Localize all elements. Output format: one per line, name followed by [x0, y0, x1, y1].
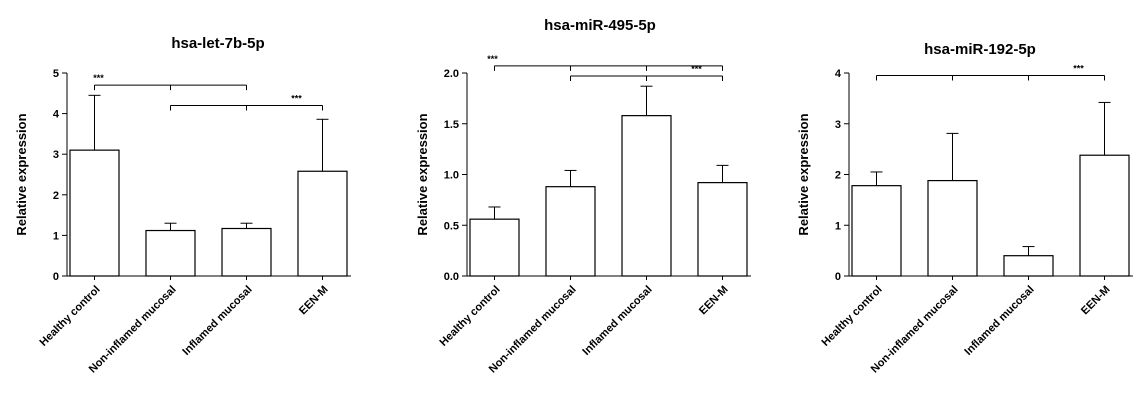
- y-tick-label: 0: [53, 271, 59, 283]
- bar: [851, 185, 902, 277]
- bar: [469, 218, 520, 277]
- bar: [1003, 255, 1054, 277]
- panel-2: hsa-miR-495-5p Relative expression 0.0 0.5 1…: [415, 17, 751, 376]
- y-tick-label: 3: [835, 119, 841, 131]
- significance-label: ***: [291, 93, 302, 103]
- x-tick-label: Non-inflamed mucosal: [87, 284, 179, 376]
- x-tick-label: Inflamed mucosal: [580, 284, 654, 358]
- bar: [145, 229, 196, 277]
- y-tick-label: 4: [53, 109, 60, 121]
- y-tick-label: 5: [53, 68, 59, 80]
- y-tick-label: 0.0: [444, 271, 459, 283]
- panel-3: hsa-miR-192-5p Relative expression 0 1 2 3 4 He…: [796, 41, 1133, 376]
- y-tick-label: 2: [53, 190, 59, 202]
- bar: [927, 179, 978, 277]
- x-tick-label: EEN-M: [697, 284, 731, 318]
- y-tick-label: 0.5: [444, 220, 459, 232]
- bar: [621, 115, 672, 277]
- x-tick-label: Healthy control: [38, 284, 103, 349]
- y-tick-label: 3: [53, 149, 59, 161]
- significance-label: ***: [487, 54, 498, 64]
- y-tick-label: 1.0: [444, 170, 459, 182]
- y-tick-label: 0: [835, 271, 841, 283]
- x-tick-label: EEN-M: [297, 284, 331, 318]
- x-tick-label: EEN-M: [1079, 284, 1113, 318]
- y-axis-label: Relative expression: [14, 113, 29, 235]
- panel-1: hsa-let-7b-5p Relative expression 0 1 2 3 4 5 He…: [14, 35, 351, 376]
- y-tick-label: 1: [53, 230, 59, 242]
- significance-label: ***: [93, 73, 104, 83]
- x-tick-label: Inflamed mucosal: [180, 284, 254, 358]
- y-tick-label: 2: [835, 170, 841, 182]
- x-tick-label: Healthy control: [438, 284, 503, 349]
- y-axis-label: Relative expression: [796, 113, 811, 235]
- bar: [221, 227, 272, 277]
- y-tick-label: 2.0: [444, 68, 459, 80]
- bar: [697, 182, 748, 277]
- y-tick-label: 1.5: [444, 119, 459, 131]
- x-tick-label: Healthy control: [820, 284, 885, 349]
- y-tick-label: 1: [835, 220, 841, 232]
- bar: [1079, 154, 1130, 277]
- x-tick-label: Non-inflamed mucosal: [869, 284, 961, 376]
- bar: [545, 186, 596, 277]
- significance-label: ***: [1073, 64, 1084, 74]
- y-tick-label: 4: [835, 68, 842, 80]
- x-tick-label: Inflamed mucosal: [962, 284, 1036, 358]
- chart-title: hsa-let-7b-5p: [171, 35, 264, 52]
- significance-label: ***: [691, 64, 702, 74]
- chart-title: hsa-miR-495-5p: [544, 17, 656, 34]
- y-axis-label: Relative expression: [415, 113, 430, 235]
- bar: [69, 149, 120, 277]
- bar: [297, 170, 348, 277]
- chart-title: hsa-miR-192-5p: [924, 41, 1036, 58]
- x-tick-label: Non-inflamed mucosal: [487, 284, 579, 376]
